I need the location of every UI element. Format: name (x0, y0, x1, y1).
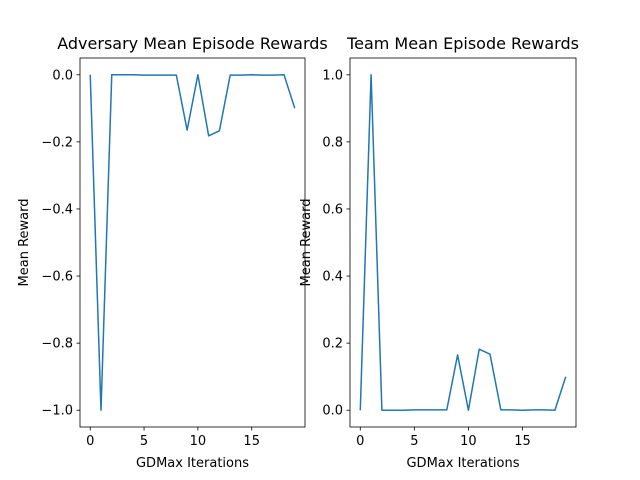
y-tick-label: 1.0 (322, 68, 343, 83)
y-tick-label: −0.2 (41, 135, 73, 150)
chart-title: Adversary Mean Episode Rewards (57, 34, 328, 53)
y-tick-label: 0.8 (322, 135, 343, 150)
y-tick-label: 0.0 (322, 404, 343, 419)
plot-frame (349, 57, 577, 428)
x-tick-label: 15 (514, 434, 531, 449)
y-axis-label: Mean Reward (299, 199, 314, 287)
charts: Adversary Mean Episode Rewards 0 5 10 15 0.0 −… (17, 34, 579, 471)
y-tick-label: 0.4 (322, 270, 343, 285)
chart-panel-2: Team Mean Episode Rewards 0 5 10 15 0.0 0.2 0.4… (299, 34, 579, 471)
x-tick-label: 5 (410, 434, 418, 449)
y-tick-label: 0.2 (322, 337, 343, 352)
x-tick-label: 10 (460, 434, 477, 449)
x-tick-label: 15 (243, 434, 260, 449)
y-tick-label: −0.8 (41, 337, 73, 352)
x-tick-label: 5 (140, 434, 148, 449)
series-line-1 (359, 74, 567, 411)
x-axis-label: GDMax Iterations (136, 456, 249, 471)
y-tick-label: −0.4 (41, 202, 73, 217)
y-axis-label: Mean Reward (17, 199, 32, 287)
y-tick-label: −0.6 (41, 270, 73, 285)
x-tick-label: 0 (356, 434, 364, 449)
series-line-1 (89, 74, 296, 411)
y-tick-label: 0.6 (322, 202, 343, 217)
y-tick-label: 0.0 (52, 68, 73, 83)
x-tick-label: 10 (190, 434, 207, 449)
chart-title: Team Mean Episode Rewards (346, 34, 579, 53)
chart-panel-1: Adversary Mean Episode Rewards 0 5 10 15 0.0 −… (17, 34, 328, 471)
x-axis-label: GDMax Iterations (406, 456, 519, 471)
y-tick-label: −1.0 (41, 404, 73, 419)
x-tick-label: 0 (86, 434, 94, 449)
plot-frame (79, 57, 306, 428)
